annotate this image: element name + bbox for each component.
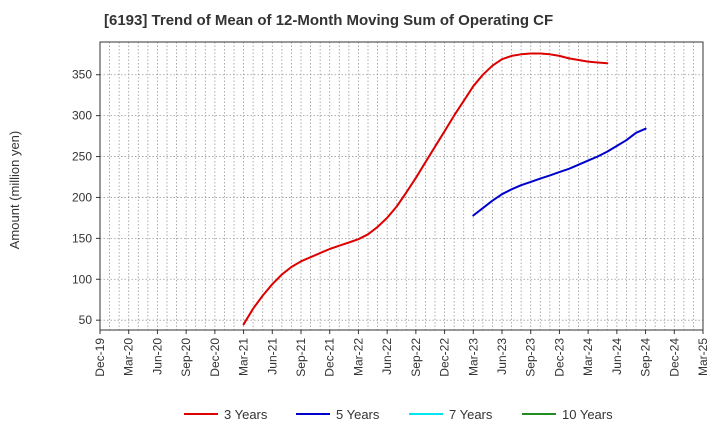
x-tick-label: Jun-20 <box>150 338 164 375</box>
y-tick-label: 250 <box>72 150 92 164</box>
x-tick-label: Mar-25 <box>696 338 710 376</box>
plot-frame <box>99 41 704 331</box>
x-tick-label: Mar-24 <box>581 338 595 376</box>
x-axis-ticks: Dec-19 Mar-20 Jun-20 Sep-20 Dec-20 Mar-21 Jun-… <box>93 330 710 377</box>
x-tick-label: Jun-21 <box>265 338 279 375</box>
x-tick-label: Mar-21 <box>237 338 251 376</box>
x-tick-label: Jun-23 <box>495 338 509 375</box>
x-tick-label: Sep-24 <box>639 338 653 377</box>
x-tick-label: Sep-20 <box>179 338 193 377</box>
x-tick-label: Mar-23 <box>466 338 480 376</box>
x-tick-label: Dec-19 <box>93 338 107 377</box>
legend-label: 5 Years <box>336 407 380 422</box>
y-tick-label: 300 <box>72 109 92 123</box>
x-tick-label: Jun-22 <box>380 338 394 375</box>
x-tick-label: Dec-22 <box>438 338 452 377</box>
y-axis-label: Amount (million yen) <box>7 131 22 250</box>
x-tick-label: Dec-23 <box>552 338 566 377</box>
grid-lines <box>100 42 703 330</box>
series-lines <box>242 52 647 326</box>
y-tick-label: 50 <box>79 313 93 327</box>
x-tick-label: Jun-24 <box>610 338 624 375</box>
x-tick-label: Mar-20 <box>122 338 136 376</box>
x-tick-label: Dec-21 <box>323 338 337 377</box>
series-line-5-years <box>472 127 647 217</box>
x-tick-label: Mar-22 <box>351 338 365 376</box>
legend-label: 10 Years <box>562 407 613 422</box>
y-tick-label: 350 <box>72 68 92 82</box>
y-axis-ticks: 50 100 150 200 250 300 350 <box>72 68 100 327</box>
y-tick-label: 200 <box>72 190 92 204</box>
x-tick-label: Sep-22 <box>409 338 423 377</box>
y-tick-label: 150 <box>72 231 92 245</box>
chart-title: [6193] Trend of Mean of 12-Month Moving … <box>104 12 553 29</box>
x-tick-label: Sep-21 <box>294 338 308 377</box>
x-tick-label: Dec-20 <box>208 338 222 377</box>
y-tick-label: 100 <box>72 272 92 286</box>
legend: 3 Years 5 Years 7 Years 10 Years <box>184 407 613 422</box>
series-line-3-years <box>242 52 609 326</box>
legend-label: 3 Years <box>224 407 268 422</box>
x-tick-label: Dec-24 <box>667 338 681 377</box>
legend-label: 7 Years <box>449 407 493 422</box>
x-tick-label: Sep-23 <box>524 338 538 377</box>
